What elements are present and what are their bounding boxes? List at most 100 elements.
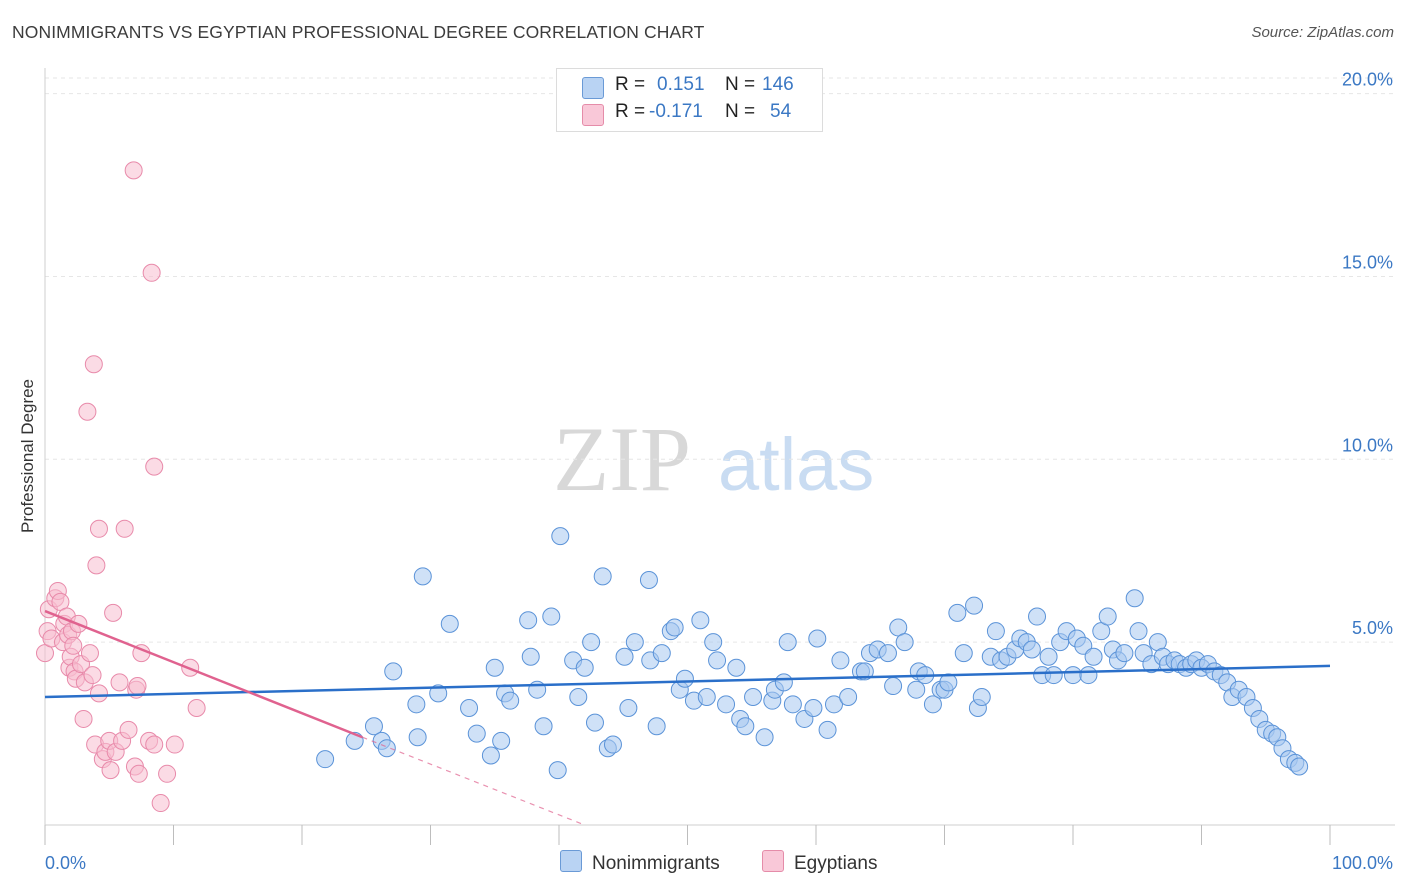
egyptians-points — [36, 161, 206, 813]
egyptians-point — [104, 603, 123, 622]
nonimmigrants-point — [413, 567, 432, 586]
nonimmigrants-point — [923, 695, 942, 714]
nonimmigrants-trend-line — [44, 664, 1331, 699]
nonimmigrants-point — [534, 717, 553, 736]
egyptians-point — [64, 636, 83, 655]
nonimmigrants-point — [895, 633, 914, 652]
y-tick-label: 20.0% — [1342, 70, 1393, 90]
nonimmigrants-point — [460, 698, 479, 717]
egyptians-trend-line — [44, 609, 363, 739]
egyptians-trend-extension — [362, 736, 585, 826]
nonimmigrants-point — [1290, 757, 1309, 776]
egyptians-point — [151, 794, 170, 813]
legend-n-label: N = — [725, 74, 756, 95]
nonimmigrants-point — [675, 669, 694, 688]
nonimmigrants-point — [467, 724, 486, 743]
nonimmigrants-point — [492, 731, 511, 750]
egyptians-point — [119, 720, 138, 739]
bottom-legend-label: Nonimmigrants — [592, 853, 720, 874]
nonimmigrants-point — [986, 622, 1005, 641]
nonimmigrants-point — [839, 688, 858, 707]
nonimmigrants-point — [804, 698, 823, 717]
nonimmigrants-point — [1074, 636, 1093, 655]
legend-n-label: N = — [725, 101, 756, 122]
nonimmigrants-point — [954, 644, 973, 663]
y-tick-label: 10.0% — [1342, 435, 1393, 455]
nonimmigrants-point — [364, 717, 383, 736]
nonimmigrants-point — [774, 673, 793, 692]
nonimmigrants-point — [965, 596, 984, 615]
nonimmigrants-point — [485, 658, 504, 677]
legend-row-nonimmigrants: R = 0.151 N = 146 — [557, 74, 822, 100]
legend-swatch-pink — [582, 104, 604, 126]
bottom-legend-nonimmigrants: Nonimmigrants — [560, 850, 720, 875]
nonimmigrants-point — [778, 633, 797, 652]
egyptians-point — [142, 263, 161, 282]
nonimmigrants-point — [736, 717, 755, 736]
nonimmigrants-point — [407, 695, 426, 714]
nonimmigrants-point — [744, 688, 763, 707]
legend-swatch-blue — [582, 77, 604, 99]
nonimmigrants-point — [1084, 647, 1103, 666]
nonimmigrants-point — [708, 651, 727, 670]
nonimmigrants-point — [939, 673, 958, 692]
nonimmigrants-point — [429, 684, 448, 703]
legend-row-egyptians: R = -0.171 N = 54 — [557, 101, 822, 127]
nonimmigrants-point — [1022, 640, 1041, 659]
egyptians-point — [83, 666, 102, 685]
egyptians-point — [115, 519, 134, 538]
legend-r-label: R = — [615, 74, 646, 95]
trend-lines — [44, 609, 1331, 826]
nonimmigrants-point — [377, 739, 396, 758]
egyptians-point — [89, 684, 108, 703]
nonimmigrants-points — [316, 527, 1309, 780]
nonimmigrants-point — [569, 688, 588, 707]
bottom-swatch-pink — [762, 850, 784, 872]
nonimmigrants-point — [1098, 607, 1117, 626]
nonimmigrants-point — [1129, 622, 1148, 641]
nonimmigrants-point — [691, 611, 710, 630]
gridlines — [45, 77, 1395, 643]
y-tick-label: 15.0% — [1342, 252, 1393, 272]
nonimmigrants-point — [647, 717, 666, 736]
nonimmigrants-point — [384, 662, 403, 681]
bottom-legend-egyptians: Egyptians — [762, 850, 877, 875]
nonimmigrants-point — [625, 633, 644, 652]
nonimmigrants-point — [316, 750, 335, 769]
nonimmigrants-point — [697, 688, 716, 707]
nonimmigrants-point — [615, 647, 634, 666]
correlation-legend: R = 0.151 N = 146 R = -0.171 N = 54 — [556, 68, 823, 132]
nonimmigrants-point — [548, 761, 567, 780]
nonimmigrants-point — [884, 677, 903, 696]
nonimmigrants-point — [551, 527, 570, 546]
nonimmigrants-point — [521, 647, 540, 666]
nonimmigrants-point — [1028, 607, 1047, 626]
nonimmigrants-point — [878, 644, 897, 663]
nonimmigrants-point — [593, 567, 612, 586]
nonimmigrants-point — [575, 658, 594, 677]
bottom-legend-label: Egyptians — [794, 853, 878, 874]
nonimmigrants-point — [585, 713, 604, 732]
bottom-swatch-blue — [560, 850, 582, 872]
chart-title: NONIMMIGRANTS VS EGYPTIAN PROFESSIONAL D… — [12, 22, 705, 42]
nonimmigrants-point — [972, 688, 991, 707]
nonimmigrants-point — [440, 614, 459, 633]
nonimmigrants-point — [603, 735, 622, 754]
nonimmigrants-point — [907, 680, 926, 699]
nonimmigrants-point — [652, 644, 671, 663]
watermark-atlas: atlas — [718, 423, 874, 506]
egyptians-point — [158, 764, 177, 783]
nonimmigrants-point — [665, 618, 684, 637]
nonimmigrants-point — [824, 695, 843, 714]
egyptians-point — [84, 355, 103, 374]
nonimmigrants-point — [501, 691, 520, 710]
egyptians-point — [80, 644, 99, 663]
nonimmigrants-point — [818, 720, 837, 739]
nonimmigrants-point — [808, 629, 827, 648]
nonimmigrants-point — [1125, 589, 1144, 608]
legend-n-value: 54 — [770, 101, 792, 122]
nonimmigrants-point — [408, 728, 427, 747]
nonimmigrants-point — [755, 728, 774, 747]
egyptians-point — [145, 457, 164, 476]
